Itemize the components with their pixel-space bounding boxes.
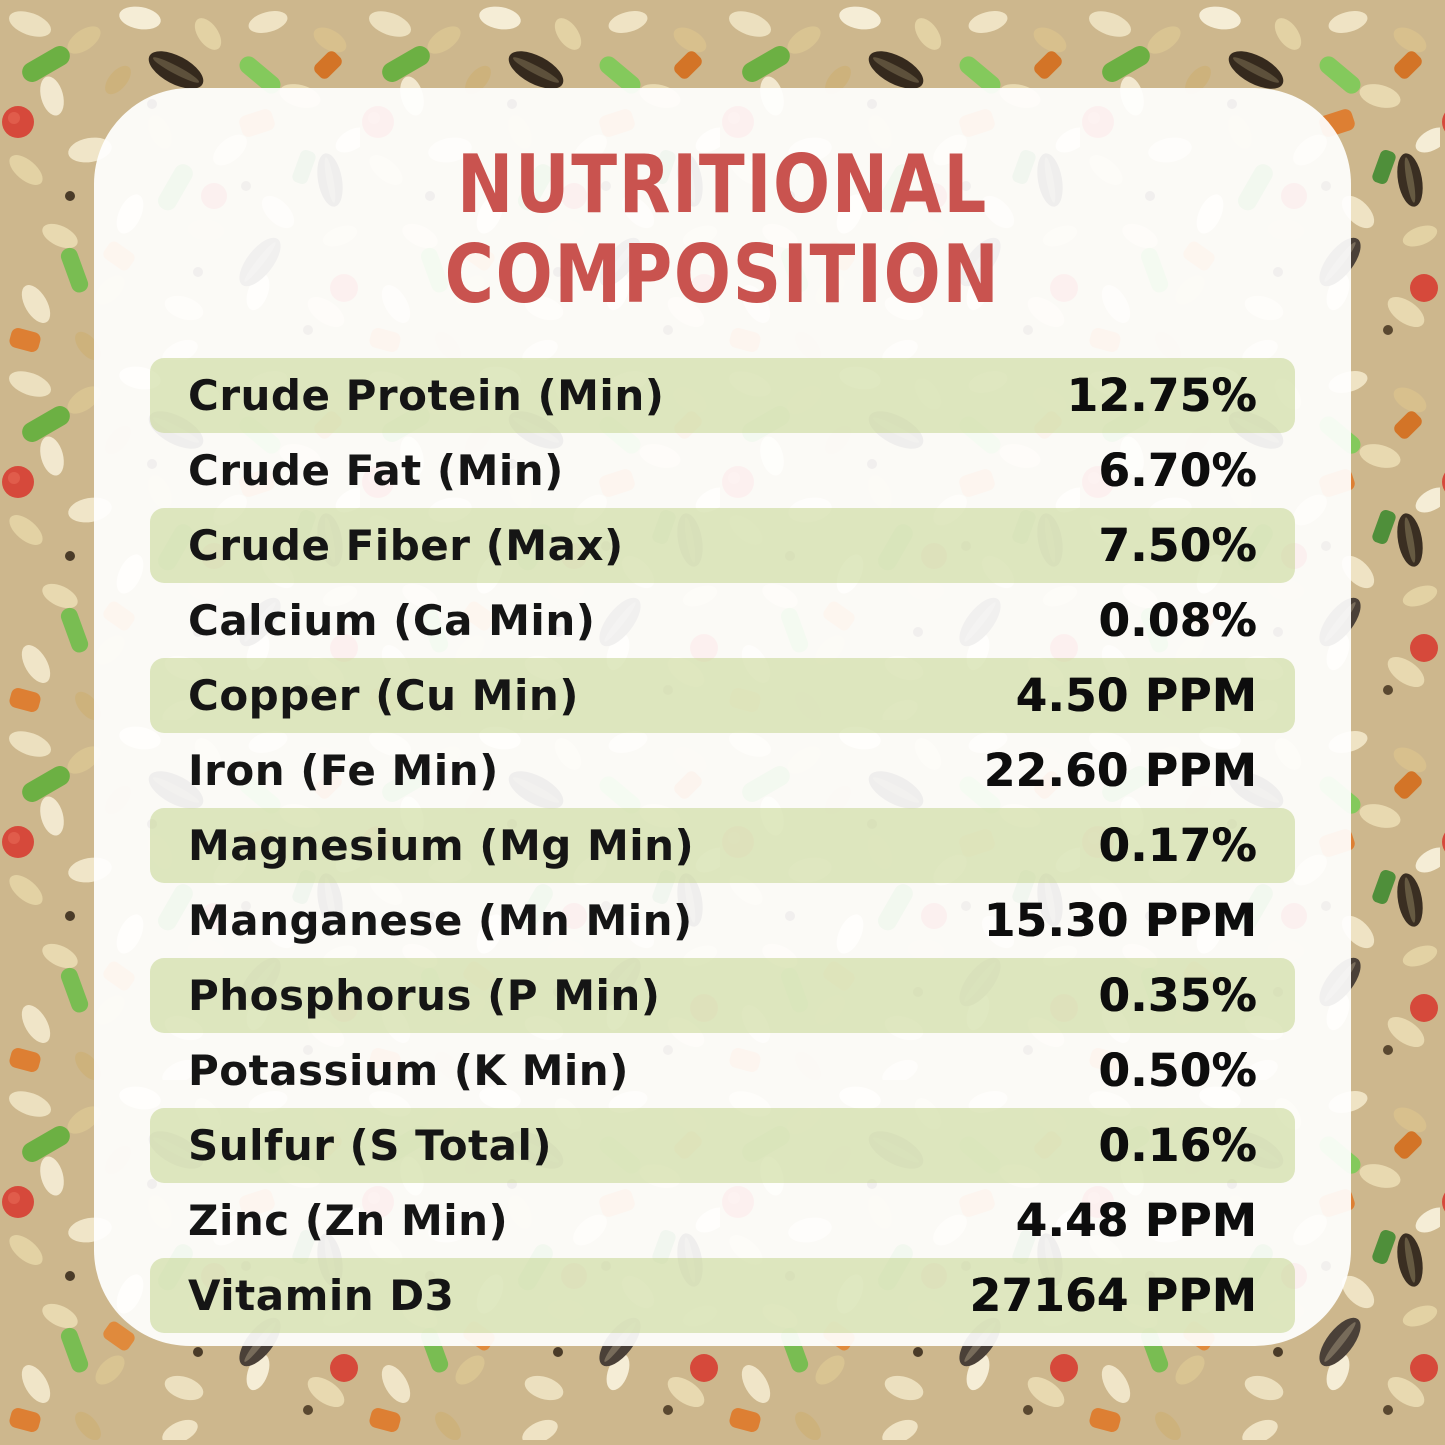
row-value: 4.50 PPM xyxy=(1015,669,1257,722)
row-value: 0.35% xyxy=(1098,969,1257,1022)
row-value: 6.70% xyxy=(1098,444,1257,497)
table-row: Manganese (Mn Min) 15.30 PPM xyxy=(150,883,1295,958)
row-label: Crude Fat (Min) xyxy=(188,446,564,495)
row-value: 7.50% xyxy=(1098,519,1257,572)
table-row: Crude Fat (Min) 6.70% xyxy=(150,433,1295,508)
page-title-line2: COMPOSITION xyxy=(444,228,1001,321)
row-label: Calcium (Ca Min) xyxy=(188,596,596,645)
row-label: Zinc (Zn Min) xyxy=(188,1196,509,1245)
table-row: Copper (Cu Min) 4.50 PPM xyxy=(150,658,1295,733)
row-value: 4.48 PPM xyxy=(1015,1194,1257,1247)
row-label: Crude Protein (Min) xyxy=(188,371,665,420)
row-value: 15.30 PPM xyxy=(983,894,1257,947)
table-row: Crude Fiber (Max) 7.50% xyxy=(150,508,1295,583)
nutrition-card: NUTRITIONAL COMPOSITION Crude Protein (M… xyxy=(94,88,1351,1346)
row-label: Vitamin D3 xyxy=(188,1271,455,1320)
nutrition-table: Crude Protein (Min) 12.75% Crude Fat (Min)… xyxy=(150,358,1295,1333)
row-label: Iron (Fe Min) xyxy=(188,746,499,795)
row-label: Phosphorus (P Min) xyxy=(188,971,661,1020)
table-row: Zinc (Zn Min) 4.48 PPM xyxy=(150,1183,1295,1258)
row-label: Magnesium (Mg Min) xyxy=(188,821,695,870)
row-label: Copper (Cu Min) xyxy=(188,671,579,720)
table-row: Magnesium (Mg Min) 0.17% xyxy=(150,808,1295,883)
row-label: Manganese (Mn Min) xyxy=(188,896,693,945)
table-row: Potassium (K Min) 0.50% xyxy=(150,1033,1295,1108)
table-row: Crude Protein (Min) 12.75% xyxy=(150,358,1295,433)
table-row: Calcium (Ca Min) 0.08% xyxy=(150,583,1295,658)
table-row: Vitamin D3 27164 PPM xyxy=(150,1258,1295,1333)
row-value: 12.75% xyxy=(1066,369,1257,422)
row-label: Sulfur (S Total) xyxy=(188,1121,553,1170)
page-title-line1: NUTRITIONAL xyxy=(457,138,988,231)
row-value: 22.60 PPM xyxy=(983,744,1257,797)
page-title: NUTRITIONAL COMPOSITION xyxy=(195,140,1251,320)
row-value: 27164 PPM xyxy=(969,1269,1257,1322)
table-row: Iron (Fe Min) 22.60 PPM xyxy=(150,733,1295,808)
table-row: Phosphorus (P Min) 0.35% xyxy=(150,958,1295,1033)
row-value: 0.08% xyxy=(1098,594,1257,647)
row-value: 0.16% xyxy=(1098,1119,1257,1172)
row-value: 0.50% xyxy=(1098,1044,1257,1097)
row-value: 0.17% xyxy=(1098,819,1257,872)
table-row: Sulfur (S Total) 0.16% xyxy=(150,1108,1295,1183)
row-label: Potassium (K Min) xyxy=(188,1046,629,1095)
row-label: Crude Fiber (Max) xyxy=(188,521,624,570)
